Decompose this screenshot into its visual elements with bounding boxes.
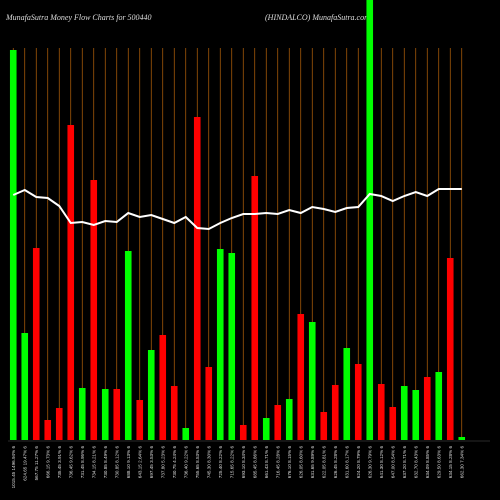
bar [354, 364, 362, 440]
bar [55, 408, 63, 440]
bar [9, 50, 17, 440]
x-tick-label: 626.45 8.28% 6 [333, 446, 338, 479]
x-tick-label: 735.45 3.91% 6 [57, 446, 62, 479]
x-tick-label: 725.40 8.22% 6 [218, 446, 223, 479]
x-tick-label: 730.85 8.49% 6 [103, 446, 108, 479]
bar [67, 125, 75, 440]
bar [308, 322, 316, 440]
x-tick-label: 626.05 8.60% 6 [298, 446, 303, 479]
bar [147, 350, 155, 440]
x-tick-label: 666.15 9.73% 6 [45, 446, 50, 479]
x-tick-label: 736.40 9.22% 6 [183, 446, 188, 479]
x-tick-label: 622.05 8.81% 6 [321, 446, 326, 479]
bar [32, 248, 40, 440]
bar [78, 388, 86, 440]
x-tick-label: 567.75 11.27% 6 [34, 446, 39, 481]
bar [239, 425, 247, 440]
bar [182, 428, 190, 440]
x-tick-label: 662.30 7.34% 6 [459, 446, 464, 479]
bar [101, 389, 109, 440]
x-tick-label: 755.65 8.53% 6 [195, 446, 200, 479]
bar [331, 385, 339, 440]
money-flow-line [12, 188, 462, 231]
x-tick-label: 730.85 8.12% 6 [114, 446, 119, 479]
bar [320, 412, 328, 440]
x-tick-label: 685.45 8.86% 6 [252, 446, 257, 479]
chart-title: MunafaSutra Money Flow Charts for 500440 [5, 13, 152, 22]
bar [343, 348, 351, 440]
bar [297, 314, 305, 440]
x-tick-label: 737.80 5.23% 6 [160, 446, 165, 479]
bar [251, 176, 259, 440]
bar [446, 258, 454, 440]
x-tick-label: 676.10 8.15% 6 [287, 446, 292, 479]
x-tick-label: 661.43 8.71% 6 [264, 446, 269, 479]
chart-subtitle: (HINDALCO) MunafaSutra.com [265, 13, 370, 22]
bar [274, 405, 282, 440]
bar [285, 399, 293, 440]
bar [124, 251, 132, 440]
x-tick-label: 629.50 8.63% 6 [436, 446, 441, 479]
x-tick-label: 643.15 2.64% 6 [137, 446, 142, 479]
bar [458, 437, 466, 440]
bar [412, 390, 420, 440]
x-tick-label: 631.60 8.17% 6 [344, 446, 349, 479]
bar [400, 386, 408, 440]
bar [136, 400, 144, 440]
bar [21, 333, 29, 440]
x-tick-label: 736.45 9.62% 6 [68, 446, 73, 479]
x-tick-label: 624.20 8.79% 6 [356, 446, 361, 479]
bar [216, 249, 224, 440]
x-tick-label: 715.65 8.22% 6 [229, 446, 234, 479]
x-tick-label: 626.30 9.79% 6 [367, 446, 372, 479]
x-tick-label: 634.15 8.28% 6 [448, 446, 453, 479]
bar [113, 389, 121, 440]
x-tick-label: 693.10 8.34% 6 [241, 446, 246, 479]
x-tick-label: 632.70 8.43% 6 [413, 446, 418, 479]
x-tick-label: 1015.45 1496.94% 6 [11, 446, 16, 489]
x-tick-label: 631.65 9.89% 6 [310, 446, 315, 479]
bar [423, 377, 431, 440]
bar [262, 418, 270, 440]
x-tick-label: 745.30 8.30% 6 [206, 446, 211, 479]
bar [435, 372, 443, 440]
bar [170, 386, 178, 440]
x-tick-label: 624.65 19.47% 6 [22, 446, 27, 481]
x-tick-label: 688.10 9.13% 6 [126, 446, 131, 479]
bar [44, 420, 52, 440]
x-tick-label: 730.75 4.24% 6 [172, 446, 177, 479]
bar [90, 180, 98, 440]
bar [193, 117, 201, 440]
x-tick-label: 641.30 8.12% 6 [379, 446, 384, 479]
x-tick-label: 731.45 8.95% 6 [80, 446, 85, 479]
x-tick-label: 634.09 8.85% 6 [425, 446, 430, 479]
x-tick-label: 697.45 3.53% 6 [149, 446, 154, 479]
bar [159, 335, 167, 440]
x-tick-label: 716.45 8.28% 6 [275, 446, 280, 479]
x-tick-label: 637.20 8.71% 6 [402, 446, 407, 479]
bar [205, 367, 213, 440]
bar [366, 0, 374, 440]
bar [377, 384, 385, 440]
bar [228, 253, 236, 440]
bar [389, 407, 397, 440]
x-tick-label: 647.00 8.54% 6 [390, 446, 395, 479]
x-tick-label: 734.15 8.21% 6 [91, 446, 96, 479]
